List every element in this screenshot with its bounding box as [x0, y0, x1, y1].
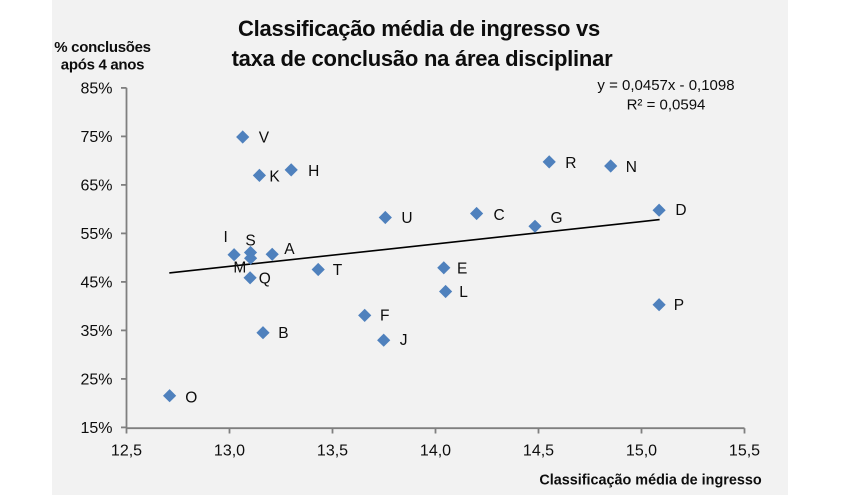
- svg-text:U: U: [401, 210, 412, 227]
- svg-text:V: V: [259, 130, 270, 147]
- svg-text:S: S: [245, 233, 255, 250]
- svg-text:35%: 35%: [80, 323, 112, 340]
- svg-text:O: O: [185, 389, 197, 406]
- svg-text:N: N: [626, 159, 637, 176]
- svg-text:15%: 15%: [80, 420, 112, 437]
- svg-text:65%: 65%: [80, 178, 112, 195]
- svg-text:taxa de conclusão na área disc: taxa de conclusão na área disciplinar: [232, 46, 613, 71]
- svg-text:% conclusões: % conclusões: [54, 39, 150, 56]
- svg-text:L: L: [459, 284, 468, 301]
- svg-text:Classificação média de ingress: Classificação média de ingresso: [539, 473, 762, 489]
- svg-text:G: G: [551, 210, 563, 227]
- svg-text:15,5: 15,5: [729, 443, 760, 460]
- svg-text:15,0: 15,0: [626, 443, 657, 460]
- svg-text:F: F: [380, 308, 389, 325]
- svg-text:C: C: [494, 207, 505, 224]
- svg-text:após 4 anos: após 4 anos: [61, 57, 144, 74]
- svg-text:T: T: [333, 262, 343, 279]
- svg-text:M: M: [233, 259, 246, 276]
- svg-text:K: K: [269, 168, 280, 185]
- svg-text:25%: 25%: [80, 372, 112, 389]
- svg-text:13,5: 13,5: [317, 443, 348, 460]
- svg-text:D: D: [675, 202, 686, 219]
- svg-text:Q: Q: [259, 271, 271, 288]
- svg-text:P: P: [674, 297, 684, 314]
- svg-text:13,0: 13,0: [214, 443, 245, 460]
- svg-text:12,5: 12,5: [111, 443, 142, 460]
- svg-text:14,0: 14,0: [420, 443, 451, 460]
- svg-text:J: J: [400, 332, 408, 349]
- svg-text:R: R: [565, 155, 576, 172]
- svg-text:y = 0,0457x - 0,1098: y = 0,0457x - 0,1098: [597, 77, 734, 94]
- svg-text:R² = 0,0594: R² = 0,0594: [627, 97, 706, 114]
- svg-text:E: E: [457, 260, 467, 277]
- svg-text:14,5: 14,5: [523, 443, 554, 460]
- svg-text:I: I: [224, 229, 228, 246]
- svg-text:55%: 55%: [80, 226, 112, 243]
- svg-text:H: H: [308, 163, 319, 180]
- svg-text:85%: 85%: [80, 81, 112, 98]
- svg-text:45%: 45%: [80, 275, 112, 292]
- svg-text:75%: 75%: [80, 129, 112, 146]
- svg-text:A: A: [284, 241, 295, 258]
- svg-text:B: B: [278, 325, 288, 342]
- svg-text:Classificação média de ingress: Classificação média de ingresso vs: [238, 16, 600, 41]
